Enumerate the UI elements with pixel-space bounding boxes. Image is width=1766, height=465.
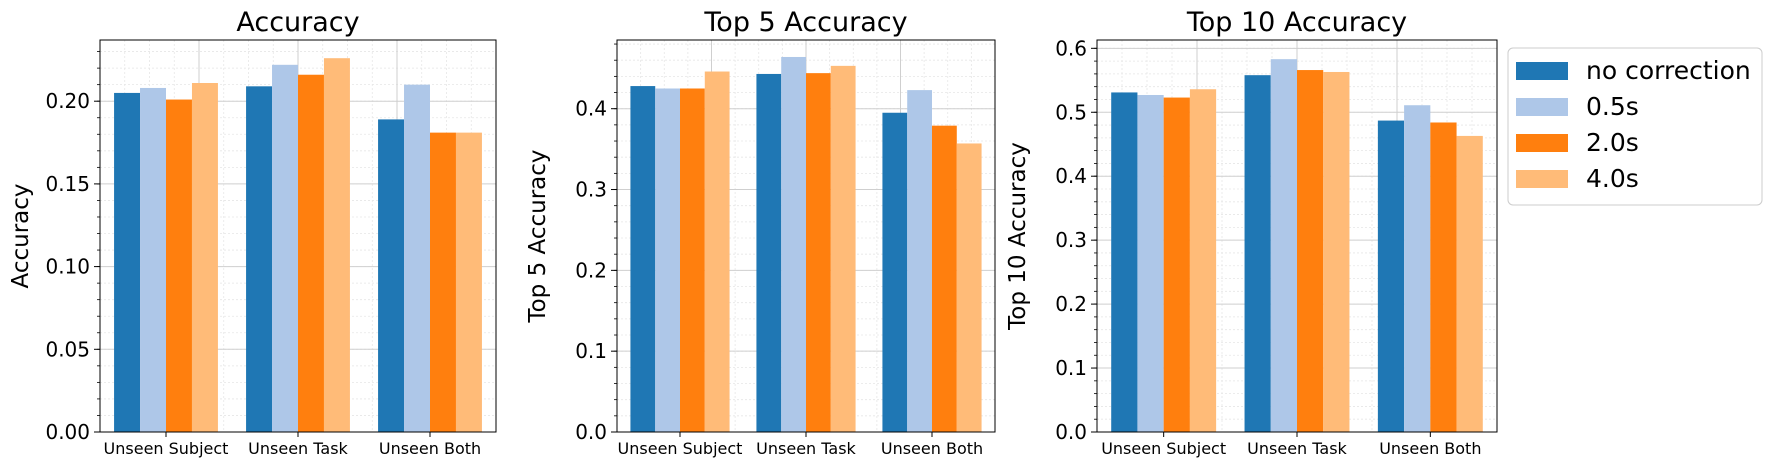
y-tick-label: 0.4: [1055, 164, 1087, 188]
bar-no-correction-unseen-task: [1244, 75, 1271, 432]
y-tick-label: 0.6: [1055, 36, 1087, 60]
legend-label: 2.0s: [1586, 128, 1639, 157]
bar-0-5s-unseen-both: [404, 84, 430, 432]
bar-no-correction-unseen-task: [756, 73, 782, 433]
bar-2-0s-unseen-both: [1430, 122, 1457, 432]
bar-2-0s-unseen-subject: [680, 88, 705, 432]
bars: [1111, 59, 1483, 433]
y-axis-label: Top 5 Accuracy: [525, 149, 551, 323]
y-tick-label: 0.1: [575, 339, 607, 363]
bar-no-correction-unseen-subject: [630, 86, 656, 433]
bar-2-0s-unseen-subject: [1163, 97, 1190, 433]
chart-panel-1: Unseen Subject Unseen Task Unseen Both 0.00…: [8, 7, 497, 458]
legend-box: [1507, 47, 1763, 206]
y-tick-label: 0.10: [45, 255, 90, 279]
bar-4-0s-unseen-both: [956, 143, 982, 432]
y-tick-label: 0.15: [45, 172, 90, 196]
plot-frame: [1096, 39, 1498, 433]
bar-0-5s-unseen-subject: [655, 88, 680, 432]
x-tick-label: Unseen Task: [248, 439, 348, 458]
legend: no correction 0.5s 2.0s 4.0s: [1507, 47, 1763, 206]
legend-swatch: [1516, 134, 1568, 152]
y-tick-label: 0.05: [45, 337, 90, 361]
bars: [630, 56, 982, 433]
y-tick-label: 0.00: [45, 420, 90, 444]
bar-4-0s-unseen-task: [1323, 71, 1350, 432]
plot-frame: [616, 39, 996, 433]
x-tick-label: Unseen Both: [379, 439, 481, 458]
x-tick-label: Unseen Task: [1247, 439, 1347, 458]
y-tick-label: 0.4: [575, 97, 607, 121]
bar-no-correction-unseen-both: [378, 119, 405, 433]
bar-4-0s-unseen-subject: [1189, 89, 1217, 432]
y-tick-label: 0.0: [575, 420, 607, 444]
bar-4-0s-unseen-subject: [191, 83, 218, 433]
legend-label: no correction: [1586, 56, 1751, 85]
y-tick-label: 0.3: [575, 178, 607, 202]
legend-swatch: [1516, 62, 1568, 80]
bar-2-0s-unseen-subject: [166, 99, 192, 432]
bar-4-0s-unseen-task: [323, 58, 350, 432]
y-tick-label: 0.2: [1055, 292, 1087, 316]
chart-title: Top 5 Accuracy: [703, 7, 907, 38]
legend-swatch: [1516, 98, 1568, 116]
y-tick-label: 0.0: [1055, 420, 1087, 444]
legend-label: 0.5s: [1586, 92, 1639, 121]
bar-4-0s-unseen-both: [455, 132, 482, 433]
x-tick-label: Unseen Both: [881, 439, 983, 458]
y-tick-label: 0.5: [1055, 100, 1087, 124]
bars: [114, 58, 482, 433]
chart-panel-2: Unseen Subject Unseen Task Unseen Both 0.0 0…: [525, 7, 996, 458]
y-tick-label: 0.3: [1055, 228, 1087, 252]
y-axis-label: Top 10 Accuracy: [1005, 142, 1031, 331]
y-axis-label: Accuracy: [8, 183, 34, 288]
legend-swatch: [1516, 170, 1568, 188]
x-tick-label: Unseen Subject: [1101, 439, 1226, 458]
bar-0-5s-unseen-subject: [1137, 94, 1164, 432]
bar-2-0s-unseen-task: [298, 74, 324, 432]
x-tick-label: Unseen Both: [1379, 439, 1481, 458]
bar-0-5s-unseen-task: [781, 56, 806, 432]
bar-0-5s-unseen-task: [1270, 59, 1297, 433]
x-tick-label: Unseen Subject: [618, 439, 743, 458]
bar-no-correction-unseen-subject: [1111, 92, 1138, 432]
bar-0-5s-unseen-subject: [140, 87, 166, 432]
chart-title: Accuracy: [236, 7, 359, 38]
bar-no-correction-unseen-subject: [114, 92, 141, 432]
legend-label: 4.0s: [1586, 164, 1639, 193]
bar-no-correction-unseen-both: [1377, 120, 1405, 433]
x-tick-label: Unseen Subject: [104, 439, 229, 458]
bar-0-5s-unseen-task: [272, 64, 298, 433]
bar-0-5s-unseen-both: [1404, 105, 1431, 433]
y-tick-label: 0.1: [1055, 356, 1087, 380]
plot-frame: [99, 39, 497, 433]
bar-no-correction-unseen-both: [882, 112, 908, 432]
bar-0-5s-unseen-both: [907, 90, 932, 433]
chart-panel-3: Unseen Subject Unseen Task Unseen Both 0.0 0…: [1005, 7, 1498, 458]
bar-4-0s-unseen-task: [830, 65, 856, 432]
bar-4-0s-unseen-both: [1456, 135, 1483, 432]
y-tick-label: 0.20: [45, 89, 90, 113]
chart-title: Top 10 Accuracy: [1186, 7, 1407, 38]
y-tick-label: 0.2: [575, 258, 607, 282]
bar-2-0s-unseen-both: [932, 125, 957, 432]
bar-no-correction-unseen-task: [246, 86, 273, 433]
bar-4-0s-unseen-subject: [704, 71, 730, 432]
x-tick-label: Unseen Task: [756, 439, 856, 458]
bar-2-0s-unseen-both: [430, 132, 456, 433]
bar-2-0s-unseen-task: [1297, 70, 1324, 432]
bar-2-0s-unseen-task: [806, 73, 831, 432]
